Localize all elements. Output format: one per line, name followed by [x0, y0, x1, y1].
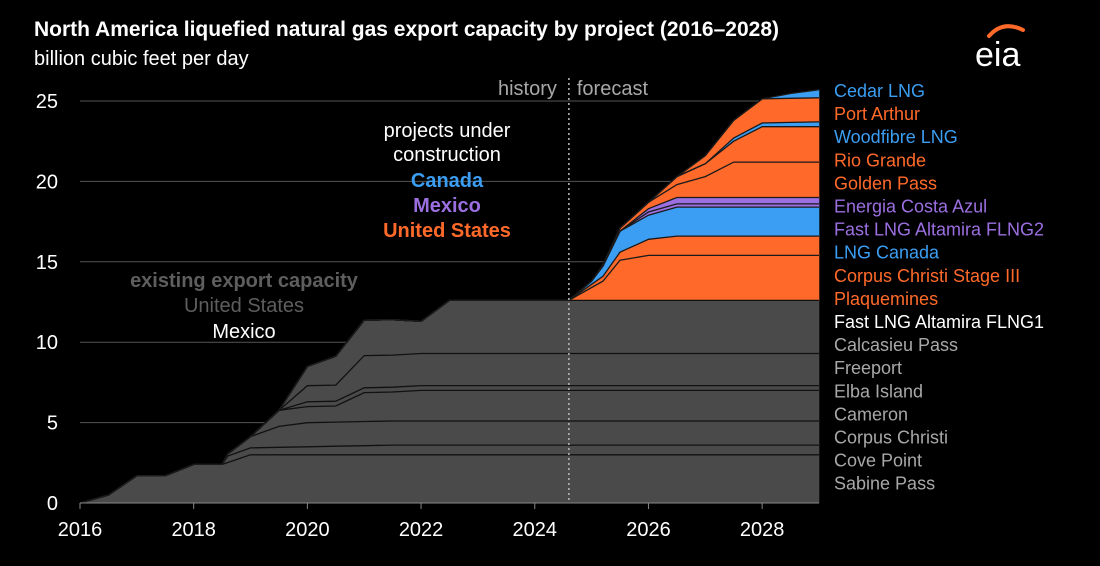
x-tick-label: 2022	[399, 519, 444, 541]
under-construction-mexico: Mexico	[413, 195, 481, 217]
under-construction-us: United States	[383, 220, 511, 242]
under-construction-title-line1: projects under	[384, 120, 511, 142]
legend-label-rio-grande: Rio Grande	[834, 150, 926, 170]
eia-logo-text: eia	[975, 36, 1020, 72]
existing-capacity-mexico: Mexico	[212, 321, 275, 343]
existing-capacity-us: United States	[184, 295, 304, 317]
legend-label-golden-pass: Golden Pass	[834, 173, 937, 193]
legend-label-freeport: Freeport	[834, 358, 902, 378]
under-construction-title-line2: construction	[393, 144, 501, 166]
history-label: history	[498, 78, 557, 100]
legend-label-fast-lng-altamira-flng2: Fast LNG Altamira FLNG2	[834, 220, 1044, 240]
existing-capacity-annotation: existing export capacity United States M…	[130, 270, 359, 343]
y-tick-label: 10	[36, 332, 58, 354]
chart-title: North America liquefied natural gas expo…	[34, 18, 779, 41]
y-tick-label: 15	[36, 252, 58, 274]
x-tick-label: 2016	[58, 519, 103, 541]
existing-capacity-title: existing export capacity	[130, 270, 359, 292]
legend-label-elba-island: Elba Island	[834, 381, 923, 401]
y-tick-label: 20	[36, 171, 58, 193]
x-axis-ticks: 2016 2018 2020 2022 2024 2026 2028	[58, 503, 785, 541]
x-tick-label: 2028	[740, 519, 785, 541]
under-construction-annotation: projects under construction Canada Mexic…	[383, 120, 511, 242]
y-axis-ticks: 0 5 10 15 20 25	[36, 91, 58, 515]
legend-label-lng-canada: LNG Canada	[834, 243, 940, 263]
legend-label-cove-point: Cove Point	[834, 451, 922, 471]
x-tick-label: 2026	[626, 519, 671, 541]
under-construction-canada: Canada	[411, 170, 484, 192]
forecast-label: forecast	[577, 78, 649, 100]
x-tick-label: 2024	[513, 519, 558, 541]
chart-subtitle: billion cubic feet per day	[34, 48, 249, 70]
y-tick-label: 25	[36, 91, 58, 113]
legend-label-corpus-christi: Corpus Christi	[834, 428, 948, 448]
series-legend: Cedar LNG Port Arthur Woodfibre LNG Rio Gra…	[834, 81, 1044, 494]
legend-label-corpus-christi-stage-iii: Corpus Christi Stage III	[834, 266, 1020, 286]
boundary-cedar-lng	[79, 89, 820, 504]
legend-label-calcasieu-pass: Calcasieu Pass	[834, 335, 958, 355]
legend-label-fast-lng-altamira-flng1: Fast LNG Altamira FLNG1	[834, 312, 1044, 332]
x-tick-label: 2018	[171, 519, 216, 541]
x-tick-label: 2020	[285, 519, 330, 541]
legend-label-energia-costa-azul: Energia Costa Azul	[834, 197, 987, 217]
eia-logo: eia	[975, 24, 1025, 72]
area-sabine-pass	[79, 454, 820, 504]
legend-label-sabine-pass: Sabine Pass	[834, 474, 935, 494]
legend-label-woodfibre-lng: Woodfibre LNG	[834, 127, 958, 147]
series-boundaries	[79, 89, 820, 504]
legend-label-cedar-lng: Cedar LNG	[834, 81, 925, 101]
legend-label-port-arthur: Port Arthur	[834, 104, 920, 124]
stacked-areas	[79, 89, 820, 504]
y-tick-label: 0	[47, 493, 58, 515]
y-tick-label: 5	[47, 413, 58, 435]
legend-label-plaquemines: Plaquemines	[834, 289, 938, 309]
eia-logo-arc	[987, 24, 1025, 38]
legend-label-cameron: Cameron	[834, 404, 908, 424]
